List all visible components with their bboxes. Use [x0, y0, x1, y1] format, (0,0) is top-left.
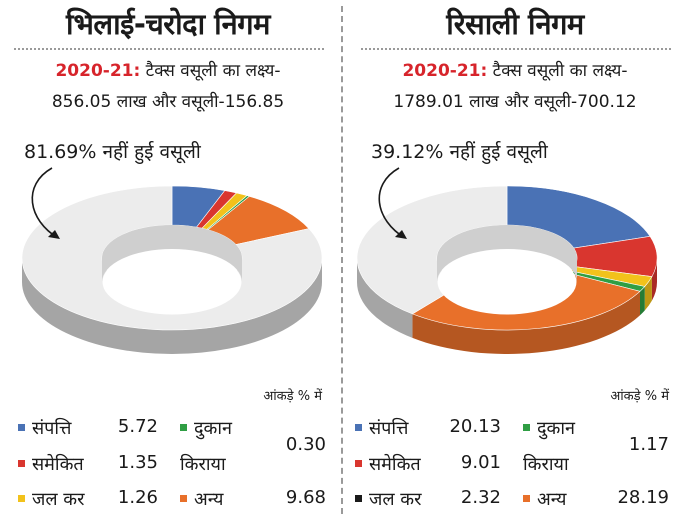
legend-label: जल कर [369, 489, 422, 510]
target-line: 2020-21: टैक्स वसूली का लक्ष्य- [0, 58, 336, 81]
donut-hole-wall [102, 225, 242, 282]
legend-swatch [18, 494, 25, 502]
panel-title: भिलाई-चरोदा निगम [66, 7, 270, 41]
donut-hole-wall [437, 225, 577, 282]
title-separator [361, 48, 671, 50]
legend-swatch [355, 423, 362, 431]
panel-title: रिसाली निगम [446, 7, 584, 41]
legend-swatch [355, 459, 362, 467]
legend-swatch [180, 494, 187, 502]
legend-label: संपत्ति [32, 418, 72, 439]
legend-label: जल कर [32, 489, 85, 510]
legend-swatch [18, 459, 25, 467]
uncollected-callout: 81.69% नहीं हुई वसूली [24, 141, 201, 163]
legend-swatch [355, 494, 362, 502]
donut-chart-bhilai [21, 167, 323, 354]
legend-label: समेकित [32, 454, 84, 475]
slice-uncollected-side [22, 258, 322, 354]
target-text: टैक्स वसूली का लक्ष्य- [487, 61, 628, 81]
legend-value: 1.26 [117, 487, 158, 508]
legend-swatch [180, 423, 187, 431]
legend-other: अन्य [523, 487, 567, 511]
legend-label: संपत्ति [369, 418, 409, 439]
slice-other-side [412, 291, 641, 354]
legend-value: 9.68 [285, 487, 326, 508]
legend-shop-rent: दुकान [180, 416, 232, 440]
target-line: 2020-21: टैक्स वसूली का लक्ष्य- [347, 58, 683, 81]
legend-value: 1.17 [628, 434, 669, 455]
slice-water-side [644, 276, 652, 311]
legend-label: दुकान [194, 418, 233, 439]
unit-note: आंकड़े % में [263, 389, 322, 404]
title-separator [14, 48, 324, 50]
legend-value: 20.13 [449, 416, 501, 437]
slice-shop-rent-side [640, 286, 645, 316]
legend-swatch [523, 423, 530, 431]
legend-label: समेकित [369, 454, 421, 475]
year-label: 2020-21: [55, 61, 141, 81]
target-values: 856.05 लाख और वसूली-156.85 [51, 92, 285, 112]
legend-value: 1.35 [117, 452, 158, 473]
legend-swatch [18, 423, 25, 431]
slice-uncollected-side [357, 258, 413, 338]
donut-hole-floor [102, 249, 242, 315]
panel-bhilai-charoda: भिलाई-चरोदा निगम 2020-21: टैक्स वसूली का… [0, 0, 336, 520]
legend-value: 5.72 [117, 416, 158, 437]
legend-value: 9.01 [460, 452, 501, 473]
year-label: 2020-21: [402, 61, 488, 81]
uncollected-callout: 39.12% नहीं हुई वसूली [371, 141, 548, 163]
legend-property: संपत्ति [355, 416, 409, 440]
legend-value: 2.32 [460, 487, 501, 508]
panel-risali: रिसाली निगम 2020-21: टैक्स वसूली का लक्ष… [347, 0, 683, 520]
slice-consolidated-side [651, 258, 657, 301]
legend-shop-rent-line2: किराया [180, 454, 226, 475]
legend-value: 0.30 [285, 434, 326, 455]
legend-swatch [523, 494, 530, 502]
legend-label: अन्य [194, 489, 224, 510]
target-text: टैक्स वसूली का लक्ष्य- [140, 61, 281, 81]
unit-note: आंकड़े % में [610, 389, 669, 404]
legend-shop-rent-line2: किराया [523, 454, 569, 475]
legend-consolidated: समेकित [355, 452, 421, 476]
legend-label: दुकान [537, 418, 576, 439]
legend-other: अन्य [180, 487, 224, 511]
callout-arrowhead [395, 230, 407, 239]
legend-shop-rent: दुकान [523, 416, 575, 440]
legend-label: अन्य [537, 489, 567, 510]
legend-water: जल कर [18, 487, 84, 511]
panel-divider [341, 6, 343, 514]
callout-arrowhead [48, 230, 60, 239]
legend-water: जल कर [355, 487, 421, 511]
callout-arrow [378, 167, 406, 239]
donut-chart-risali [356, 167, 658, 354]
callout-arrow [31, 167, 59, 239]
legend-consolidated: समेकित [18, 452, 84, 476]
target-values: 1789.01 लाख और वसूली-700.12 [393, 92, 637, 112]
donut-hole-floor [437, 249, 577, 315]
legend-property: संपत्ति [18, 416, 72, 440]
legend-value: 28.19 [617, 487, 669, 508]
